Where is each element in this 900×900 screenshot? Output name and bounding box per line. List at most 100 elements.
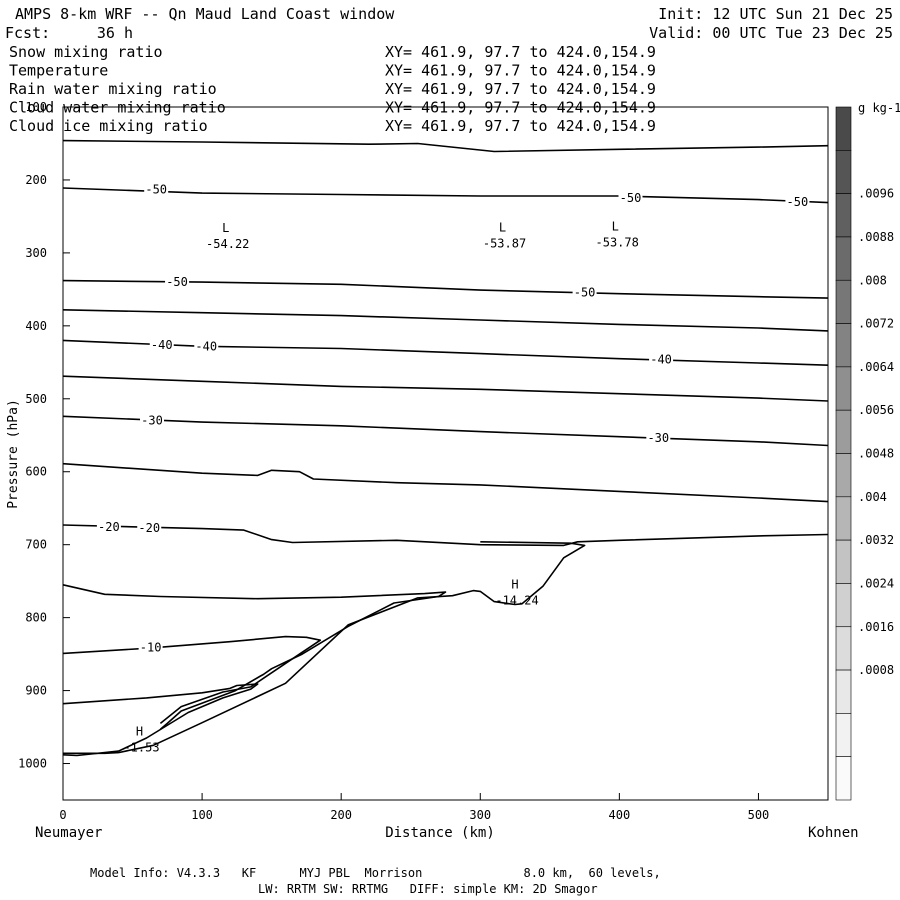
forecast-label: Fcst:	[5, 24, 50, 42]
colorbar-label: .0032	[858, 533, 894, 547]
contour-label-bg	[572, 285, 597, 299]
y-tick-label: 300	[25, 246, 47, 260]
colorbar-segment	[835, 323, 852, 368]
isotherm-line	[62, 279, 829, 299]
colorbar-segment	[835, 756, 852, 801]
field-coordinates: XY= 461.9, 97.7 to 424.0,154.9	[385, 62, 656, 80]
contour-label: -50	[145, 182, 167, 196]
colorbar-segment	[835, 539, 852, 584]
contour-label-bg	[646, 431, 671, 445]
y-tick-label: 700	[25, 538, 47, 552]
contour-label-bg	[165, 275, 190, 289]
contour-label-bg	[144, 182, 169, 196]
colorbar-label: .0056	[858, 403, 894, 417]
contour-label: -50	[620, 191, 642, 205]
contour-label: -40	[151, 338, 173, 352]
field-name: Rain water mixing ratio	[9, 80, 217, 98]
colorbar-label: .0024	[858, 576, 894, 590]
extremum-type: H	[511, 578, 518, 592]
colorbar-segment	[835, 279, 852, 324]
valid-time: Valid: 00 UTC Tue 23 Dec 25	[649, 24, 893, 42]
colorbar-label: .004	[858, 490, 887, 504]
forecast-hours: 36 h	[97, 24, 133, 42]
colorbar-segment	[835, 626, 852, 671]
contour-label-bg	[149, 337, 174, 351]
isotherm-line	[62, 524, 829, 547]
isotherm-line	[62, 635, 322, 725]
extremum-value: -53.78	[596, 236, 639, 250]
x-tick-label: 500	[748, 808, 770, 822]
field-name: Temperature	[9, 62, 108, 80]
y-axis: 100 200 300 400 500 600 700 800 900 1000	[18, 100, 70, 771]
contour-label: -40	[650, 352, 672, 366]
colorbar-segment	[835, 409, 852, 454]
contour-label: -30	[647, 431, 669, 445]
x-start-location: Neumayer	[35, 825, 102, 841]
chart-title: AMPS 8-km WRF -- Qn Maud Land Coast wind…	[15, 5, 395, 23]
extremum-value: -53.87	[483, 236, 526, 250]
colorbar-segment	[835, 583, 852, 628]
y-axis-label: Pressure (hPa)	[6, 399, 21, 509]
plot-area: -50 -50 -50 -50 -50 -40 -40 -40 -30 -30 -20 -20 -10 L…	[62, 139, 829, 757]
isotherm-line	[62, 683, 259, 757]
y-tick-label: 1000	[18, 757, 47, 771]
model-info-line2: LW: RRTM SW: RRTMG DIFF: simple KM: 2D S…	[258, 882, 598, 896]
x-end-location: Kohnen	[808, 825, 859, 841]
contour-label: -30	[141, 414, 163, 428]
x-tick-label: 400	[609, 808, 631, 822]
y-tick-label: 500	[25, 392, 47, 406]
isotherm-line	[62, 309, 829, 332]
contour-label-bg	[194, 339, 219, 353]
plot-frame	[62, 106, 829, 801]
x-tick-label: 200	[330, 808, 352, 822]
isotherm-line	[62, 462, 829, 503]
colorbar-segment	[835, 713, 852, 757]
isotherm-line	[62, 375, 829, 402]
init-time: Init: 12 UTC Sun 21 Dec 25	[658, 5, 893, 23]
isotherm-line	[62, 139, 829, 153]
model-info-line1: Model Info: V4.3.3 KF MYJ PBL Morrison 8…	[90, 866, 661, 880]
contour-label-bg	[137, 520, 162, 534]
y-tick-label: 200	[25, 173, 47, 187]
colorbar-segment	[835, 236, 852, 281]
colorbar-label: .008	[858, 273, 887, 287]
isotherm-line	[62, 415, 829, 447]
contour-label: -10	[140, 641, 162, 655]
colorbar-label: .0008	[858, 663, 894, 677]
y-tick-label: 600	[25, 465, 47, 479]
extremum-type: L	[499, 220, 506, 234]
colorbar-segment	[835, 496, 852, 541]
extremum-value: -14.24	[495, 594, 538, 608]
y-tick-label: 800	[25, 611, 47, 625]
x-tick-label: 100	[191, 808, 213, 822]
y-tick-label: 900	[25, 684, 47, 698]
field-coordinates: XY= 461.9, 97.7 to 424.0,154.9	[385, 43, 656, 61]
contour-label: -50	[166, 275, 188, 289]
contour-label-bg	[618, 191, 643, 205]
contour-label: -50	[787, 195, 809, 209]
contour-label-bg	[649, 352, 674, 366]
colorbar-label: .0088	[858, 230, 894, 244]
contour-label-bg	[785, 194, 810, 208]
extremum-value: -1.53	[123, 740, 159, 754]
colorbar-segment	[835, 669, 852, 714]
extremum-type: H	[136, 724, 143, 738]
colorbar-segment	[835, 106, 852, 151]
x-tick-label: 300	[469, 808, 491, 822]
isotherm-line	[62, 584, 447, 730]
field-coordinates: XY= 461.9, 97.7 to 424.0,154.9	[385, 117, 656, 135]
colorbar-label: .0048	[858, 447, 894, 461]
contour-label: -20	[138, 521, 160, 535]
isotherm-line	[63, 541, 586, 755]
field-name: Cloud ice mixing ratio	[9, 117, 208, 135]
contour-label: -40	[195, 339, 217, 353]
contour-label: -50	[574, 285, 596, 299]
colorbar-units: g kg-1	[858, 101, 900, 115]
colorbar-label: .0016	[858, 620, 894, 634]
extremum-type: L	[612, 220, 619, 234]
field-name: Snow mixing ratio	[9, 43, 163, 61]
colorbar-label: .0096	[858, 187, 894, 201]
colorbar-segment	[835, 193, 852, 238]
